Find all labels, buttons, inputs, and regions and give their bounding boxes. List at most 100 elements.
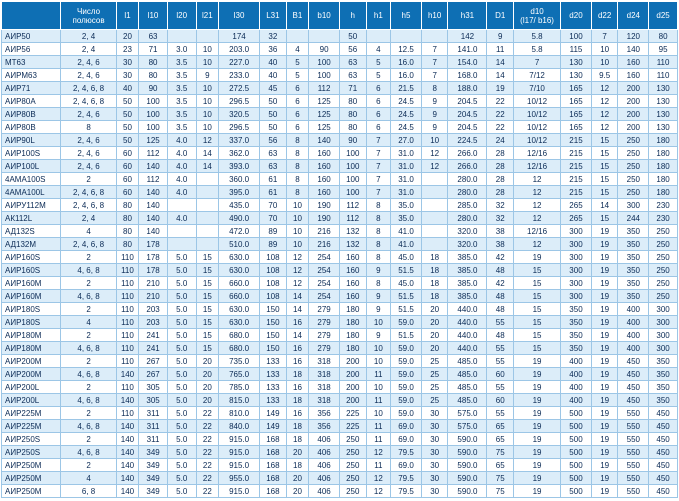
table-cell: 15: [513, 289, 562, 303]
table-cell: 35.0: [390, 211, 422, 225]
table-cell: 450: [617, 367, 650, 381]
table-cell: 3.5: [166, 68, 197, 82]
table-cell: 55: [486, 341, 515, 355]
table-cell: 125: [308, 94, 340, 108]
table-cell: 300: [648, 328, 678, 342]
table-cell: 80: [115, 224, 140, 238]
table-cell: 132: [338, 237, 367, 251]
table-cell: 12: [285, 263, 310, 277]
table-cell: 250: [617, 146, 650, 160]
table-cell: 180: [338, 328, 367, 342]
table-cell: 19: [590, 315, 619, 329]
table-cell: 575.0: [447, 406, 488, 420]
table-cell: 550: [617, 458, 650, 472]
table-cell: 215: [560, 133, 592, 147]
table-cell: [195, 211, 220, 225]
table-cell: 450: [648, 432, 678, 446]
table-cell: 10: [365, 380, 392, 394]
table-cell: 10: [285, 237, 310, 251]
table-cell: 15: [195, 341, 220, 355]
table-cell: 254: [308, 289, 340, 303]
table-cell: [166, 237, 197, 251]
table-cell: 142: [447, 29, 488, 43]
table-cell: 71: [138, 42, 168, 56]
table-cell: 250: [617, 159, 650, 173]
table-cell: 5.0: [166, 471, 197, 485]
table-cell: 200: [617, 120, 650, 134]
table-cell: 200: [338, 354, 367, 368]
table-cell: 40: [115, 81, 140, 95]
table-cell: 10: [285, 224, 310, 238]
table-cell: [420, 224, 449, 238]
table-cell: 140: [138, 198, 168, 212]
table-cell: 350: [617, 250, 650, 264]
table-cell: [195, 185, 220, 199]
table-cell: 71: [338, 81, 367, 95]
table-cell: 19: [590, 419, 619, 433]
table-cell: 5.0: [166, 341, 197, 355]
table-cell: 15: [513, 302, 562, 316]
motor-model-cell: АИР180М: [0, 341, 62, 355]
table-cell: 133: [259, 393, 287, 407]
table-cell: 406: [308, 445, 340, 459]
table-cell: 7: [365, 172, 392, 186]
motor-model-cell: АК112L: [0, 211, 62, 225]
table-cell: 11: [365, 419, 392, 433]
table-cell: 203.0: [218, 42, 261, 56]
table-cell: 19: [513, 367, 562, 381]
table-cell: 19: [513, 406, 562, 420]
table-cell: 56: [259, 133, 287, 147]
motor-model-cell: АИР100S: [0, 146, 62, 160]
table-cell: 20: [195, 380, 220, 394]
table-cell: 266.0: [447, 159, 488, 173]
table-cell: 15: [590, 159, 619, 173]
table-cell: 30: [420, 458, 449, 472]
table-cell: 50: [259, 94, 287, 108]
table-cell: 406: [308, 432, 340, 446]
table-cell: 356: [308, 419, 340, 433]
motor-model-cell: АИР100L: [0, 159, 62, 173]
table-cell: 2: [60, 328, 117, 342]
table-cell: 485.0: [447, 354, 488, 368]
table-cell: 4: [365, 42, 392, 56]
table-cell: 50: [115, 94, 140, 108]
table-cell: 133: [259, 380, 287, 394]
table-cell: 30: [115, 68, 140, 82]
table-cell: 19: [590, 224, 619, 238]
table-cell: 22: [486, 120, 515, 134]
table-cell: 140: [115, 445, 140, 459]
table-cell: 40: [259, 68, 287, 82]
table-cell: 5.8: [513, 42, 562, 56]
table-cell: 300: [560, 237, 592, 251]
table-cell: 180: [648, 172, 678, 186]
table-cell: 8: [365, 237, 392, 251]
table-cell: 250: [648, 289, 678, 303]
table-cell: 15: [513, 276, 562, 290]
table-cell: 395.0: [218, 185, 261, 199]
table-cell: 31.0: [390, 146, 422, 160]
table-cell: 320.0: [447, 237, 488, 251]
table-cell: 320.5: [218, 107, 261, 121]
table-cell: [195, 29, 220, 43]
column-header: B1: [285, 1, 310, 30]
table-cell: 168: [259, 432, 287, 446]
table-cell: 180: [338, 315, 367, 329]
motor-model-cell: АИРМ63: [0, 68, 62, 82]
table-cell: 5.0: [166, 263, 197, 277]
table-cell: 7: [365, 185, 392, 199]
table-cell: 27.0: [390, 133, 422, 147]
table-cell: 19: [590, 393, 619, 407]
table-cell: 14: [285, 289, 310, 303]
table-cell: 440.0: [447, 341, 488, 355]
table-cell: 79.5: [390, 471, 422, 485]
table-row: АИР160М 2 110 210 5.0 15 660.0 108 12 254 160 8 45.0…: [0, 276, 678, 290]
table-cell: 55: [486, 380, 515, 394]
table-cell: 450: [648, 471, 678, 485]
table-cell: 12: [590, 94, 619, 108]
table-cell: 19: [513, 484, 562, 498]
table-cell: 19: [590, 432, 619, 446]
column-header: h5: [390, 1, 422, 30]
table-cell: 14: [195, 146, 220, 160]
table-cell: 10: [195, 42, 220, 56]
table-cell: 350: [648, 354, 678, 368]
